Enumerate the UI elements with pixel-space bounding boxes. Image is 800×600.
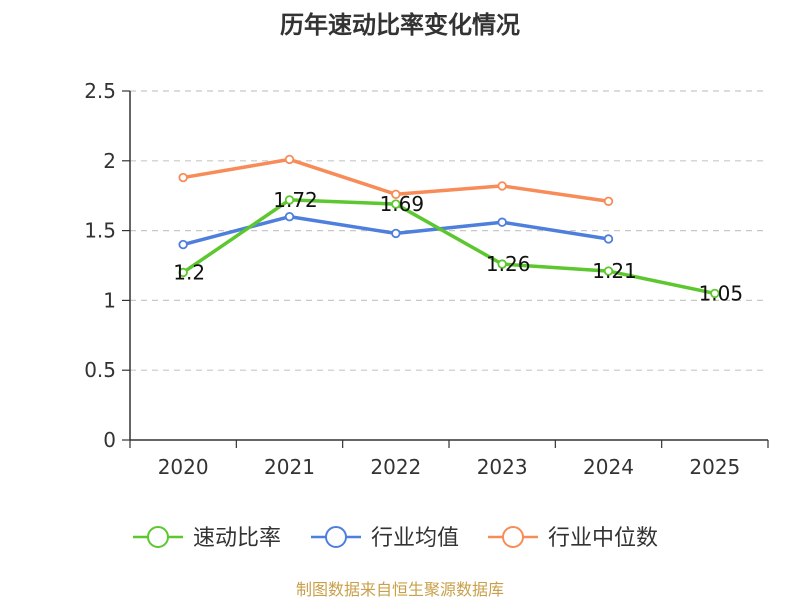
data-labels: 1.2 1.72 1.69 1.26 1.21 1.05: [173, 188, 743, 306]
y-tick-label: 0.5: [84, 358, 116, 382]
x-tick-label: 2022: [370, 455, 421, 479]
data-point[interactable]: [178, 172, 188, 183]
axes: [129, 91, 769, 448]
data-point[interactable]: [603, 234, 614, 244]
legend[interactable]: 速动比率 行业均值 行业中位数: [133, 526, 658, 551]
y-tick-label: 2: [103, 149, 116, 173]
legend-item-1[interactable]: 行业均值: [311, 526, 459, 551]
legend-label: 行业中位数: [548, 526, 658, 551]
legend-marker: [502, 526, 524, 548]
legend-marker: [147, 526, 169, 548]
data-point[interactable]: [284, 195, 295, 205]
x-tick-label: 2021: [264, 455, 315, 479]
data-point[interactable]: [391, 189, 401, 200]
x-tick-label: 2020: [158, 455, 209, 479]
data-label: 1.72: [273, 188, 318, 212]
data-point[interactable]: [391, 228, 401, 239]
x-axis-labels: 2020 2021 2022 2023 2024 2025: [158, 455, 741, 479]
y-tick-label: 1: [103, 288, 116, 312]
data-point[interactable]: [603, 266, 614, 276]
data-point[interactable]: [710, 288, 720, 299]
legend-label: 速动比率: [193, 526, 281, 551]
y-axis-labels: 0 0.5 1 1.5 2 2.5: [84, 79, 116, 452]
data-point[interactable]: [603, 196, 614, 206]
series-line-0: [181, 198, 717, 296]
data-point[interactable]: [497, 259, 507, 269]
series-points: [178, 154, 720, 299]
chart-title: 历年速动比率变化情况: [280, 11, 520, 39]
legend-item-0[interactable]: 速动比率: [133, 526, 281, 551]
data-label: 1.05: [699, 281, 744, 305]
data-point[interactable]: [178, 239, 188, 250]
data-point[interactable]: [284, 211, 295, 222]
data-point[interactable]: [497, 181, 507, 191]
data-point[interactable]: [284, 154, 295, 165]
legend-marker: [325, 526, 347, 548]
x-tick-label: 2023: [477, 455, 528, 479]
data-point[interactable]: [497, 217, 507, 227]
x-tick-label: 2024: [583, 455, 634, 479]
data-label: 1.21: [592, 259, 637, 283]
legend-item-2[interactable]: 行业中位数: [488, 526, 658, 551]
grid-lines: [122, 90, 768, 441]
data-label: 1.26: [486, 252, 531, 276]
y-tick-label: 2.5: [84, 79, 116, 103]
data-label: 1.69: [380, 192, 425, 216]
data-point[interactable]: [178, 267, 188, 278]
source-note: 制图数据来自恒生聚源数据库: [296, 580, 504, 599]
x-tick-label: 2025: [689, 455, 740, 479]
data-label: 1.2: [173, 260, 205, 284]
legend-label: 行业均值: [371, 526, 459, 551]
y-tick-label: 1.5: [84, 219, 116, 243]
data-point[interactable]: [391, 199, 401, 209]
y-tick-label: 0: [103, 428, 116, 452]
